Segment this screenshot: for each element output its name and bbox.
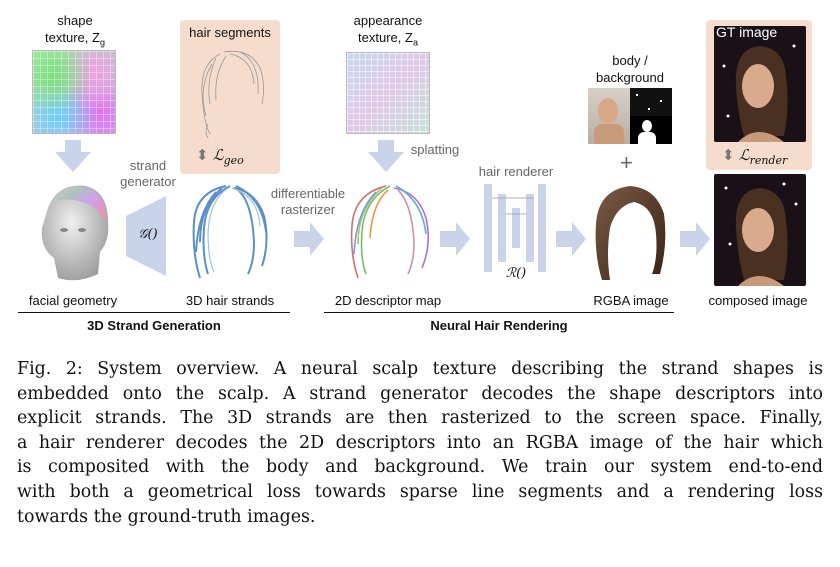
splatting-label: splatting [410, 142, 460, 157]
caption-line: embedded onto the scalp. A strand genera… [17, 383, 823, 404]
facial-geometry-image [41, 185, 109, 281]
hair-segments-label: hair segments [189, 25, 271, 40]
caption-line: a hair renderer decodes the 2D descripto… [17, 432, 823, 453]
shape-texture-label: shape texture, Zg [45, 13, 105, 48]
descriptor-map-label: 2D descriptor map [334, 293, 442, 308]
render-loss-label: ⬍ ℒrender [722, 146, 788, 167]
caption-line: towards the ground-truth images. [17, 506, 316, 527]
generator-symbol: 𝒢() [138, 227, 158, 242]
section-rule-strand-generation [18, 312, 290, 313]
shape-texture-image [32, 50, 116, 134]
right-arrow-icon [440, 222, 470, 256]
right-arrow-icon [294, 222, 324, 256]
right-arrow-icon [556, 222, 586, 256]
down-arrow-icon [368, 140, 404, 172]
body-background-images [588, 88, 672, 144]
body-photo [588, 88, 630, 144]
gt-image-label: GT image [716, 24, 778, 40]
descriptor-map-image [350, 185, 430, 279]
right-arrow-icon [680, 222, 710, 256]
renderer-symbol: ℛ() [505, 266, 527, 281]
differentiable-rasterizer-label: differentiable rasterizer [270, 186, 346, 217]
caption-line: is composited with the body and backgrou… [17, 457, 823, 478]
section-label-strand-generation: 3D Strand Generation [87, 318, 221, 333]
appearance-texture-image [346, 52, 430, 134]
body-background-label: body / background [596, 53, 664, 85]
caption-line: with both a geometrical loss towards spa… [17, 481, 823, 502]
hair-renderer-label: hair renderer [478, 164, 554, 179]
gt-image [714, 26, 806, 142]
strand-generator-label: strand generator [120, 158, 176, 189]
appearance-texture-label: appearance texture, Za [353, 13, 423, 48]
composed-image-label: composed image [708, 293, 808, 308]
background-image [630, 88, 672, 116]
facial-geometry-label: facial geometry [28, 293, 118, 308]
double-arrow-icon: ⬍ [196, 147, 209, 164]
composed-image [714, 174, 806, 286]
plus-sign: + [620, 150, 633, 175]
section-label-neural-rendering: Neural Hair Rendering [430, 318, 568, 333]
section-rule-neural-rendering [324, 312, 674, 313]
rgba-image-label: RGBA image [593, 293, 669, 308]
strand-generator-block [126, 196, 166, 276]
hair-strands-3d-label: 3D hair strands [185, 293, 275, 308]
rgba-image [595, 186, 666, 280]
double-arrow-icon: ⬍ [722, 147, 735, 164]
body-mask [630, 116, 672, 144]
caption-line: explicit strands. The 3D strands are the… [17, 408, 823, 429]
hair-strands-3d-image [192, 185, 268, 279]
caption-line: Fig. 2: System overview. A neural scalp … [17, 359, 823, 379]
hair-segments-image [201, 50, 264, 139]
figure-caption: Fig. 2: System overview. A neural scalp … [17, 357, 823, 529]
down-arrow-icon [55, 140, 91, 172]
hair-renderer-block [484, 184, 546, 272]
geo-loss-label: ⬍ ℒgeo [196, 146, 244, 167]
